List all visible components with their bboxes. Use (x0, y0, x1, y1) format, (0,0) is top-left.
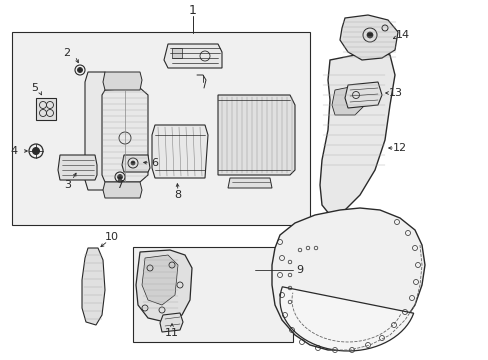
Circle shape (117, 175, 122, 180)
Polygon shape (271, 208, 424, 350)
Polygon shape (227, 178, 271, 188)
Circle shape (366, 32, 372, 38)
Polygon shape (160, 313, 183, 332)
Polygon shape (172, 48, 182, 58)
Polygon shape (345, 82, 381, 108)
Circle shape (32, 148, 40, 154)
Circle shape (131, 161, 135, 165)
Polygon shape (142, 255, 178, 305)
Text: 5: 5 (31, 83, 39, 93)
Text: 6: 6 (151, 158, 158, 168)
Polygon shape (102, 88, 148, 182)
Text: 10: 10 (105, 232, 119, 242)
Polygon shape (331, 85, 364, 115)
Bar (12, 32, 309, 225)
Polygon shape (218, 95, 294, 175)
Polygon shape (136, 250, 192, 322)
Polygon shape (85, 72, 108, 190)
Bar (133, 247, 292, 342)
Polygon shape (319, 50, 394, 215)
Text: 9: 9 (296, 265, 303, 275)
Text: 4: 4 (10, 146, 18, 156)
Text: 8: 8 (174, 190, 181, 200)
Polygon shape (339, 15, 397, 60)
Polygon shape (152, 125, 207, 178)
Circle shape (77, 68, 82, 72)
Text: 12: 12 (392, 143, 406, 153)
Polygon shape (82, 248, 105, 325)
Polygon shape (36, 98, 56, 120)
Polygon shape (58, 155, 97, 180)
Text: 11: 11 (164, 328, 179, 338)
Polygon shape (163, 44, 222, 68)
Text: 1: 1 (189, 4, 197, 17)
Polygon shape (280, 287, 413, 351)
Text: 14: 14 (395, 30, 409, 40)
Text: 3: 3 (64, 180, 71, 190)
Polygon shape (122, 155, 150, 172)
Text: 2: 2 (63, 48, 70, 58)
Text: 7: 7 (116, 180, 123, 190)
Text: 13: 13 (388, 88, 402, 98)
Polygon shape (103, 182, 142, 198)
Polygon shape (103, 72, 142, 90)
